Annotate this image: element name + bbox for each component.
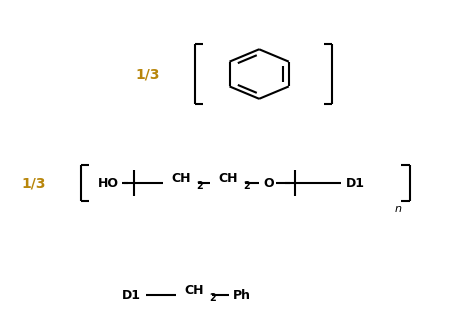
- Text: n: n: [395, 204, 402, 214]
- Text: HO: HO: [98, 176, 119, 189]
- Text: 2: 2: [196, 181, 203, 191]
- Text: CH: CH: [185, 284, 204, 297]
- Text: 2: 2: [243, 181, 250, 191]
- Text: 1/3: 1/3: [21, 176, 45, 190]
- Text: CH: CH: [172, 172, 191, 185]
- Text: D1: D1: [346, 176, 364, 189]
- Text: 1/3: 1/3: [135, 67, 160, 81]
- Text: O: O: [263, 176, 274, 189]
- Text: D1: D1: [122, 289, 141, 302]
- Text: CH: CH: [219, 172, 238, 185]
- Text: 2: 2: [209, 293, 216, 303]
- Text: Ph: Ph: [233, 289, 251, 302]
